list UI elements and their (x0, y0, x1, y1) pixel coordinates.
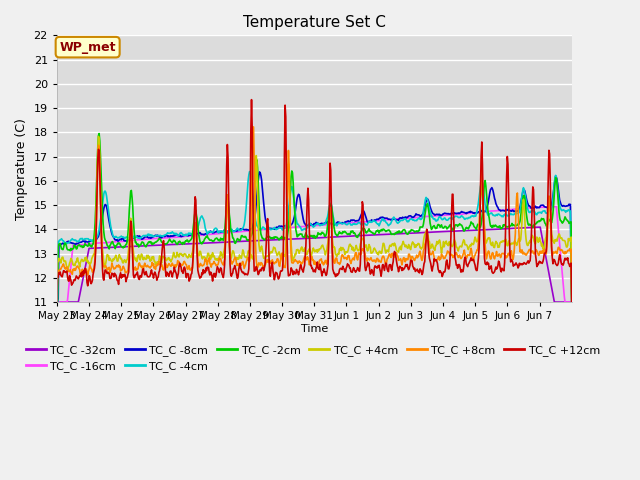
TC_C -2cm (234, 236, 242, 242)
TC_C -32cm (367, 232, 375, 238)
TC_C -4cm (253, 224, 261, 229)
TC_C +12cm (568, 299, 575, 305)
TC_C -32cm (208, 240, 216, 246)
TC_C +8cm (234, 261, 241, 267)
TC_C -32cm (53, 299, 61, 305)
TC_C -2cm (114, 240, 122, 246)
TC_C -4cm (113, 235, 121, 240)
Line: TC_C +8cm: TC_C +8cm (57, 127, 572, 302)
TC_C +4cm (368, 250, 376, 256)
TC_C -4cm (368, 219, 376, 225)
TC_C -16cm (113, 239, 121, 244)
TC_C +4cm (253, 191, 261, 197)
TC_C +12cm (248, 97, 255, 103)
TC_C -32cm (253, 238, 260, 243)
TC_C +4cm (234, 255, 242, 261)
TC_C -4cm (208, 229, 216, 235)
TC_C +4cm (53, 299, 61, 305)
TC_C +4cm (114, 258, 122, 264)
TC_C -2cm (368, 229, 376, 235)
Text: WP_met: WP_met (60, 41, 116, 54)
Legend: TC_C -32cm, TC_C -16cm, TC_C -8cm, TC_C -4cm, TC_C -2cm, TC_C +4cm, TC_C +8cm, T: TC_C -32cm, TC_C -16cm, TC_C -8cm, TC_C … (21, 340, 605, 376)
Line: TC_C -16cm: TC_C -16cm (57, 206, 572, 302)
TC_C -16cm (568, 299, 575, 305)
TC_C +8cm (368, 257, 376, 263)
TC_C -8cm (113, 237, 121, 242)
TC_C -32cm (396, 231, 404, 237)
TC_C +12cm (53, 299, 61, 305)
TC_C -16cm (208, 231, 216, 237)
X-axis label: Time: Time (301, 324, 328, 334)
TC_C +8cm (253, 264, 261, 270)
TC_C -2cm (53, 299, 61, 305)
TC_C -32cm (568, 299, 575, 305)
TC_C -4cm (568, 299, 575, 305)
TC_C +8cm (53, 299, 61, 305)
TC_C +12cm (113, 277, 121, 283)
TC_C -4cm (246, 168, 254, 174)
TC_C -8cm (368, 217, 376, 223)
TC_C -8cm (208, 229, 216, 235)
Line: TC_C -8cm: TC_C -8cm (57, 172, 572, 302)
TC_C -32cm (234, 239, 241, 244)
TC_C -32cm (536, 224, 544, 230)
TC_C -4cm (234, 225, 241, 231)
TC_C -2cm (95, 131, 103, 136)
TC_C +12cm (253, 268, 261, 274)
TC_C -2cm (568, 299, 575, 305)
TC_C -8cm (397, 215, 404, 221)
TC_C -2cm (397, 230, 404, 236)
TC_C +8cm (568, 299, 575, 305)
TC_C -2cm (209, 239, 216, 244)
TC_C +4cm (95, 133, 102, 139)
TC_C -2cm (253, 165, 261, 170)
TC_C -8cm (53, 299, 61, 305)
TC_C +12cm (208, 273, 216, 279)
TC_C -16cm (552, 204, 560, 209)
TC_C -8cm (253, 192, 260, 197)
TC_C -16cm (367, 218, 375, 224)
Line: TC_C +4cm: TC_C +4cm (57, 136, 572, 302)
Y-axis label: Temperature (C): Temperature (C) (15, 118, 28, 220)
TC_C -8cm (256, 169, 264, 175)
TC_C -4cm (53, 299, 61, 305)
TC_C +8cm (208, 261, 216, 266)
TC_C -16cm (53, 299, 61, 305)
TC_C -32cm (113, 244, 121, 250)
TC_C +4cm (397, 243, 404, 249)
TC_C +12cm (368, 267, 376, 273)
TC_C -16cm (396, 216, 404, 222)
TC_C -4cm (397, 217, 404, 223)
TC_C +8cm (250, 124, 257, 130)
TC_C +4cm (209, 250, 216, 255)
TC_C +8cm (113, 263, 121, 268)
TC_C -16cm (234, 229, 241, 235)
Line: TC_C -2cm: TC_C -2cm (57, 133, 572, 302)
TC_C +12cm (397, 264, 404, 270)
Line: TC_C -4cm: TC_C -4cm (57, 171, 572, 302)
Line: TC_C -32cm: TC_C -32cm (57, 227, 572, 302)
TC_C -8cm (234, 228, 241, 234)
TC_C -8cm (568, 299, 575, 305)
TC_C +4cm (568, 299, 575, 305)
Title: Temperature Set C: Temperature Set C (243, 15, 386, 30)
TC_C +8cm (397, 256, 404, 262)
Line: TC_C +12cm: TC_C +12cm (57, 100, 572, 302)
TC_C -16cm (253, 228, 260, 233)
TC_C +12cm (234, 276, 241, 281)
